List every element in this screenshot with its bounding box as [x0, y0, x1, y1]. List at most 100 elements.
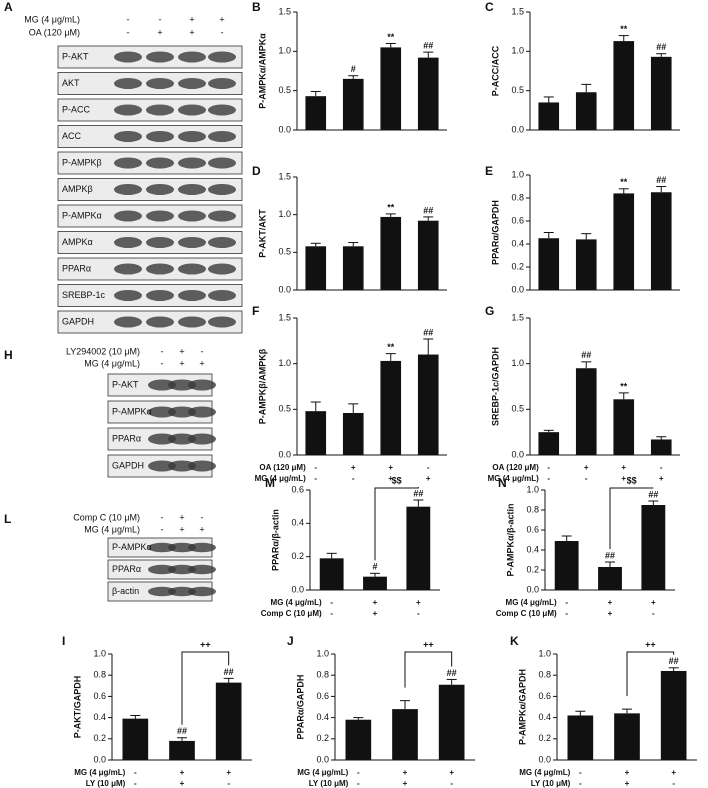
- bar: [342, 78, 364, 130]
- blot-band: [208, 263, 236, 275]
- condition-sign: +: [625, 779, 630, 788]
- significance-mark: **: [620, 177, 628, 187]
- significance-mark: ##: [581, 350, 591, 360]
- condition-sign: -: [565, 609, 568, 618]
- comparison-bracket: [181, 651, 230, 725]
- condition-sign: +: [180, 768, 185, 777]
- comparison-label: ++: [423, 639, 434, 649]
- blot-band: [188, 433, 216, 445]
- treatment-sign: -: [127, 27, 130, 37]
- comparison-label: $$: [392, 475, 402, 485]
- bar: [575, 239, 597, 290]
- y-tick-label: 0.0: [278, 449, 291, 459]
- blot-band: [208, 290, 236, 301]
- blot-band: [146, 51, 174, 63]
- significance-mark: #: [351, 64, 356, 74]
- y-tick-label: 0.8: [93, 670, 106, 680]
- y-axis-label: P-AMPKβ/AMPKβ: [257, 348, 267, 424]
- blot-label: P-AKT: [62, 51, 89, 61]
- blot-label: PPARα: [62, 263, 91, 273]
- blot-band: [146, 157, 174, 169]
- condition-sign: +: [426, 474, 431, 483]
- bar: [305, 246, 327, 290]
- bar: [613, 399, 635, 455]
- blot-band: [114, 104, 142, 116]
- y-tick-label: 1.0: [278, 46, 291, 56]
- bar: [575, 92, 597, 130]
- blot-band: [188, 542, 216, 553]
- condition-sign: -: [314, 463, 317, 472]
- condition-sign: -: [579, 768, 582, 777]
- condition-name: MG (4 μg/mL): [74, 768, 125, 777]
- bar: [417, 220, 439, 290]
- y-tick-label: 0.2: [316, 733, 329, 743]
- condition-sign: -: [314, 474, 317, 483]
- condition-sign: +: [659, 474, 664, 483]
- treatment-sign: -: [201, 346, 204, 356]
- condition-name: MG (4 μg/mL): [297, 768, 348, 777]
- y-tick-label: 1.5: [278, 171, 291, 181]
- blot-band: [114, 78, 142, 89]
- condition-sign: -: [652, 609, 655, 618]
- comparison-label: $$: [627, 475, 637, 485]
- condition-name: MG (4 μg/mL): [506, 598, 557, 607]
- blot-band: [146, 290, 174, 301]
- treatment-sign: -: [161, 358, 164, 368]
- y-tick-label: 0.0: [278, 124, 291, 134]
- blot-band: [168, 564, 196, 575]
- treatment-sign: -: [161, 512, 164, 522]
- blot-label: SREBP-1c: [62, 290, 106, 300]
- comparison-bracket: [374, 487, 419, 561]
- significance-mark: ##: [177, 726, 187, 736]
- y-tick-label: 1.0: [538, 648, 551, 658]
- bar: [567, 715, 594, 760]
- condition-name: Comp C (10 μM): [496, 609, 557, 618]
- condition-sign: +: [388, 463, 393, 472]
- blot-label: P-AMPKα: [62, 210, 102, 220]
- y-axis-label: PPARα/GAPDH: [295, 675, 305, 740]
- blot-band: [148, 564, 176, 575]
- blot-band: [188, 460, 216, 472]
- y-tick-label: 0.0: [93, 754, 106, 764]
- treatment-sign: -: [161, 524, 164, 534]
- condition-sign: +: [621, 474, 626, 483]
- bar: [650, 192, 672, 290]
- condition-sign: +: [226, 768, 231, 777]
- condition-sign: +: [608, 609, 613, 618]
- treatment-sign: +: [199, 524, 204, 534]
- significance-mark: ##: [413, 488, 423, 498]
- bar: [650, 56, 672, 131]
- condition-sign: +: [180, 779, 185, 788]
- condition-sign: -: [585, 474, 588, 483]
- y-tick-label: 1.0: [511, 358, 524, 368]
- y-tick-label: 0.0: [526, 584, 539, 594]
- treatment-sign: +: [179, 358, 184, 368]
- significance-mark: ##: [224, 667, 234, 677]
- significance-mark: **: [620, 381, 628, 391]
- y-tick-label: 1.5: [278, 312, 291, 322]
- significance-mark: **: [387, 342, 395, 352]
- panel-letter: K: [510, 634, 519, 648]
- y-tick-label: 1.0: [511, 169, 524, 179]
- treatment-sign: -: [159, 14, 162, 24]
- y-tick-label: 0.5: [511, 85, 524, 95]
- y-tick-label: 0.2: [526, 564, 539, 574]
- significance-mark: **: [387, 202, 395, 212]
- blot-band: [146, 131, 174, 142]
- panel-letter: B: [252, 0, 261, 14]
- y-axis-label: P-AMPKα/β-actin: [505, 503, 515, 576]
- blot-band: [114, 290, 142, 301]
- blot-band: [146, 184, 174, 195]
- condition-sign: -: [579, 779, 582, 788]
- blot-band: [208, 51, 236, 63]
- y-tick-label: 0.0: [511, 284, 524, 294]
- blot-band: [178, 237, 206, 248]
- significance-mark: ##: [605, 550, 615, 560]
- significance-mark: **: [387, 32, 395, 42]
- treatment-name: Comp C (10 μM): [73, 512, 140, 522]
- significance-mark: ##: [656, 42, 666, 52]
- y-tick-label: 0.2: [93, 733, 106, 743]
- y-tick-label: 0.8: [511, 192, 524, 202]
- y-tick-label: 0.6: [93, 691, 106, 701]
- condition-name: OA (120 μM): [259, 463, 306, 472]
